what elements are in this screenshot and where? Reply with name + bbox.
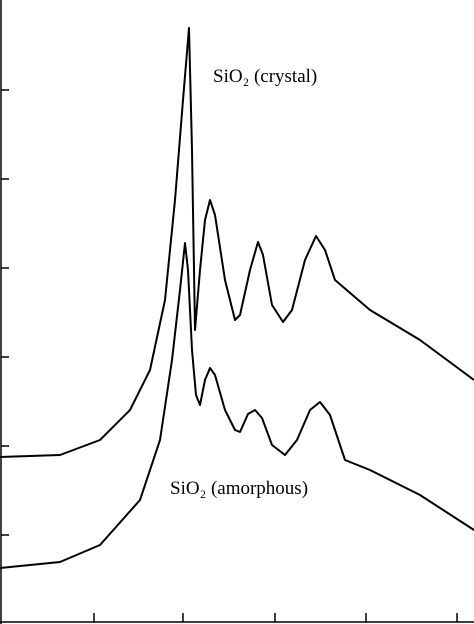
annotation: SiO₂ (amorphous) <box>170 478 308 499</box>
line <box>0 242 474 569</box>
line <box>0 27 474 458</box>
annotation: SiO₂ (crystal) <box>213 66 317 87</box>
